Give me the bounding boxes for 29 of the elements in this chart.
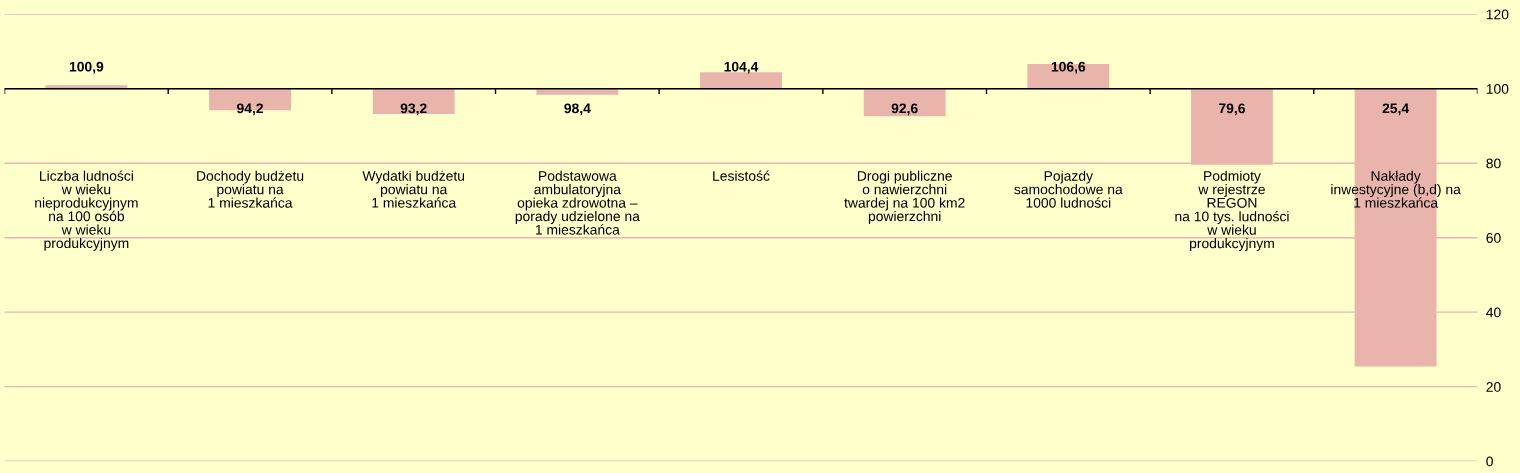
bar: [536, 88, 619, 95]
x-tick-label: Wydatki budżetu powiatu na 1 mieszkańca: [362, 170, 465, 208]
bar: [700, 72, 782, 89]
data-label: 79,6: [1219, 103, 1245, 116]
y-tick-label: 20: [1486, 382, 1501, 392]
data-label: 94,2: [237, 103, 263, 116]
y-tick-label: 60: [1486, 233, 1501, 243]
data-label: 93,2: [400, 103, 427, 116]
bar: [372, 88, 455, 115]
x-tick-label: Drogi publiczne o nawierzchni twardej na 100 km2 powierzchni: [844, 170, 965, 224]
data-label: 100,9: [69, 61, 104, 74]
x-tick-label: Nakłady inwestycyjne (b,d) na 1 mieszkańca: [1331, 170, 1461, 208]
x-tick-label: Liczba ludności w wieku nieprodukcyjnym na 100 osób w wieku produkcyjnym: [35, 170, 138, 251]
data-label: 92,6: [891, 103, 918, 116]
y-tick-label: 120: [1486, 9, 1509, 20]
y-tick-label: 40: [1486, 307, 1501, 318]
data-label: 106,6: [1051, 61, 1086, 74]
x-tick-label: Dochody budżetu powiatu na 1 mieszkańca: [197, 170, 304, 208]
y-tick-label: 0: [1486, 456, 1493, 467]
x-tick-label: Podstawowa ambulatoryjna opieka zdrowotna – porady udzielone na 1 mieszkańca: [515, 170, 640, 235]
x-tick-label: Pojazdy samochodowe na 1000 ludności: [1014, 170, 1123, 208]
bar: [863, 88, 946, 117]
data-label: 98,4: [564, 103, 591, 116]
y-tick-label: 80: [1486, 158, 1501, 169]
data-label: 25,4: [1382, 103, 1410, 116]
data-label: 104,4: [724, 61, 759, 74]
y-tick-label: 100: [1486, 84, 1509, 94]
x-tick-label: Podmioty w rejestrze REGON na 10 tys. ludności w wieku produkcyjnym: [1175, 170, 1289, 251]
x-tick-label: Lesistość: [713, 170, 770, 181]
